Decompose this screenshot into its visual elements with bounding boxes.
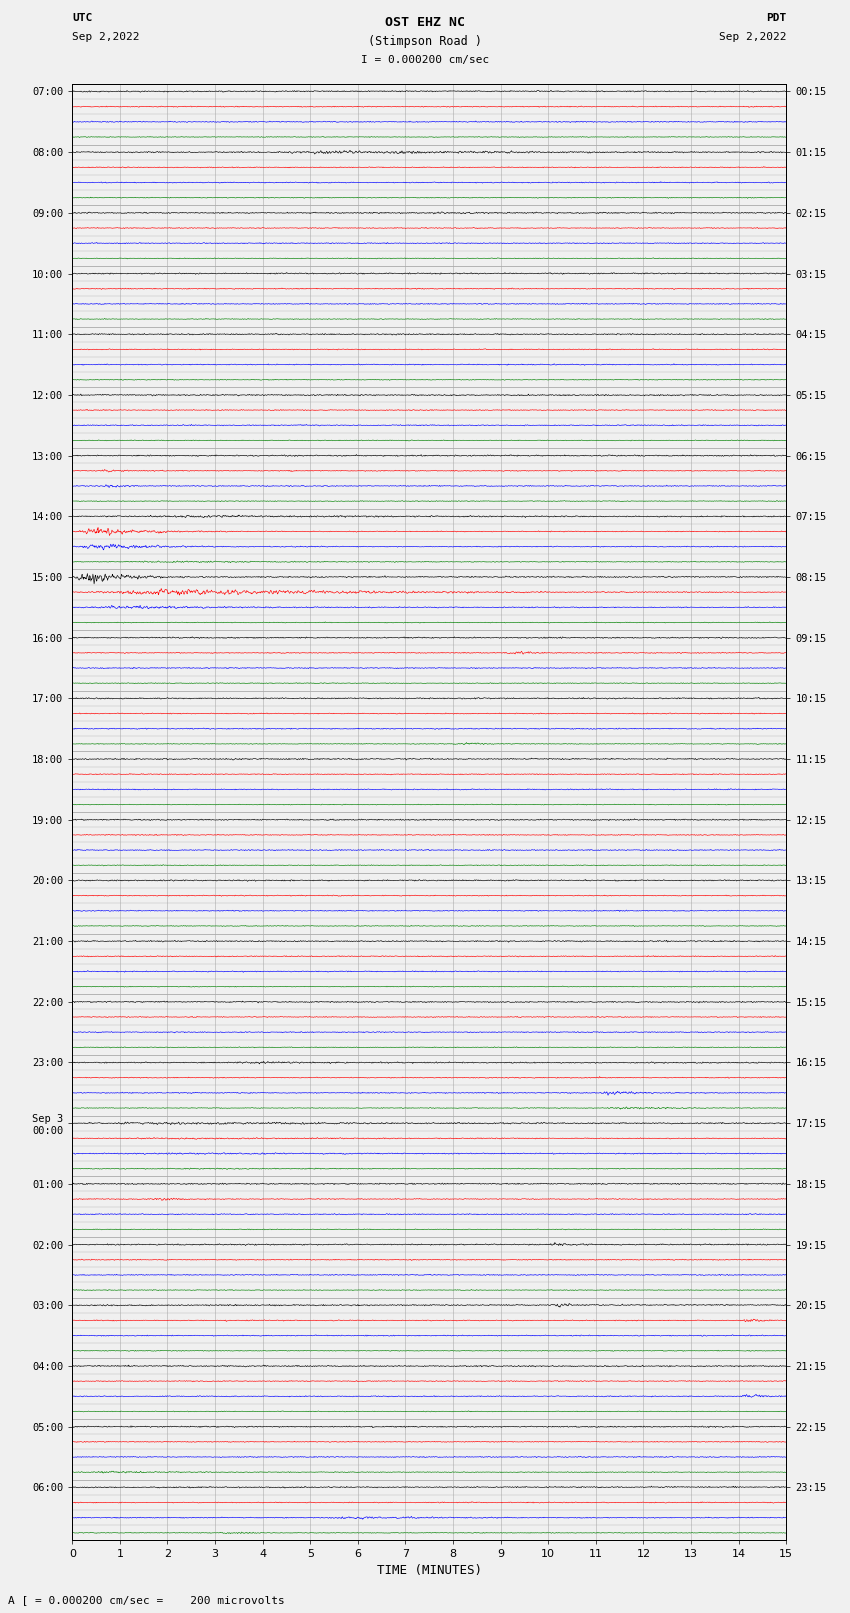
Text: Sep 2,2022: Sep 2,2022: [719, 32, 786, 42]
Text: UTC: UTC: [72, 13, 93, 23]
Text: A [ = 0.000200 cm/sec =    200 microvolts: A [ = 0.000200 cm/sec = 200 microvolts: [8, 1595, 286, 1605]
Text: I = 0.000200 cm/sec: I = 0.000200 cm/sec: [361, 55, 489, 65]
Text: PDT: PDT: [766, 13, 786, 23]
Text: Sep 2,2022: Sep 2,2022: [72, 32, 139, 42]
X-axis label: TIME (MINUTES): TIME (MINUTES): [377, 1563, 482, 1576]
Text: OST EHZ NC: OST EHZ NC: [385, 16, 465, 29]
Text: (Stimpson Road ): (Stimpson Road ): [368, 35, 482, 48]
